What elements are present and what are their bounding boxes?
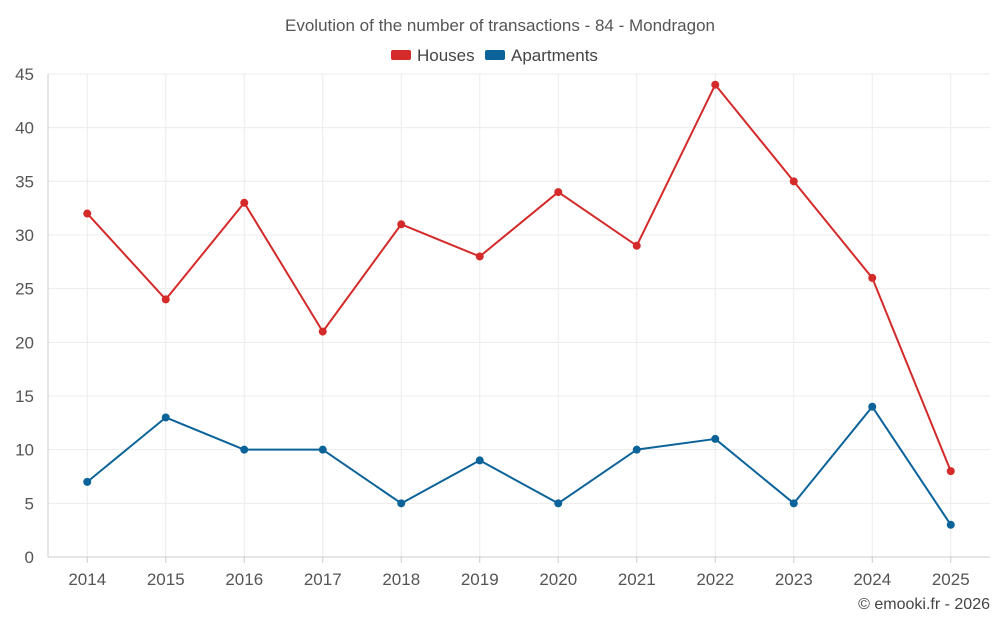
legend-item-houses[interactable]: Houses [391, 46, 475, 65]
x-tick-label: 2020 [539, 570, 577, 589]
data-point-apartments-2022[interactable] [711, 434, 720, 443]
x-tick-label: 2016 [225, 570, 263, 589]
data-point-apartments-2019[interactable] [475, 456, 484, 465]
grid [48, 73, 990, 557]
y-tick-label: 45 [15, 65, 34, 84]
data-point-apartments-2024[interactable] [868, 402, 877, 411]
data-point-houses-2022[interactable] [711, 80, 720, 89]
legend: Houses Apartments [391, 46, 598, 65]
x-tick-label: 2022 [696, 570, 734, 589]
series-line-houses [86, 83, 952, 472]
data-point-apartments-2025[interactable] [946, 520, 955, 529]
x-tick-label: 2018 [382, 570, 420, 589]
plot-area [83, 80, 955, 529]
data-point-houses-2015[interactable] [161, 295, 170, 304]
y-tick-label: 30 [15, 226, 34, 245]
data-point-houses-2019[interactable] [475, 252, 484, 261]
data-point-apartments-2020[interactable] [554, 499, 563, 508]
y-tick-label: 40 [15, 119, 34, 138]
y-tick-label: 0 [25, 548, 34, 567]
legend-swatch-houses [391, 50, 411, 60]
data-point-houses-2023[interactable] [789, 177, 798, 186]
y-tick-label: 15 [15, 387, 34, 406]
data-point-houses-2021[interactable] [632, 241, 641, 250]
y-tick-label: 10 [15, 441, 34, 460]
y-tick-label: 5 [25, 494, 34, 513]
y-tick-label: 25 [15, 280, 34, 299]
x-tick-label: 2017 [304, 570, 342, 589]
x-tick-label: 2025 [932, 570, 970, 589]
legend-swatch-apartments [485, 50, 505, 60]
legend-item-apartments[interactable]: Apartments [485, 46, 598, 65]
credit-text: © emooki.fr - 2026 [858, 596, 990, 613]
series-line-apartments [86, 405, 952, 526]
data-point-houses-2016[interactable] [240, 198, 249, 207]
data-point-apartments-2014[interactable] [83, 477, 92, 486]
data-point-houses-2017[interactable] [318, 327, 327, 336]
data-point-apartments-2021[interactable] [632, 445, 641, 454]
data-point-apartments-2023[interactable] [789, 499, 798, 508]
data-point-houses-2024[interactable] [868, 273, 877, 282]
y-tick-label: 35 [15, 172, 34, 191]
legend-label-houses: Houses [417, 46, 475, 65]
data-point-houses-2020[interactable] [554, 188, 563, 197]
data-point-apartments-2017[interactable] [318, 445, 327, 454]
data-point-apartments-2015[interactable] [161, 413, 170, 422]
chart-title: Evolution of the number of transactions … [285, 16, 715, 35]
x-tick-label: 2014 [68, 570, 106, 589]
data-point-apartments-2016[interactable] [240, 445, 249, 454]
legend-label-apartments: Apartments [511, 46, 598, 65]
y-tick-label: 20 [15, 333, 34, 352]
data-point-apartments-2018[interactable] [397, 499, 406, 508]
x-tick-label: 2015 [147, 570, 185, 589]
data-point-houses-2025[interactable] [946, 467, 955, 476]
x-tick-label: 2019 [461, 570, 499, 589]
x-tick-label: 2023 [775, 570, 813, 589]
data-point-houses-2018[interactable] [397, 220, 406, 229]
data-point-houses-2014[interactable] [83, 209, 92, 218]
x-tick-label: 2024 [853, 570, 891, 589]
x-tick-label: 2021 [618, 570, 656, 589]
